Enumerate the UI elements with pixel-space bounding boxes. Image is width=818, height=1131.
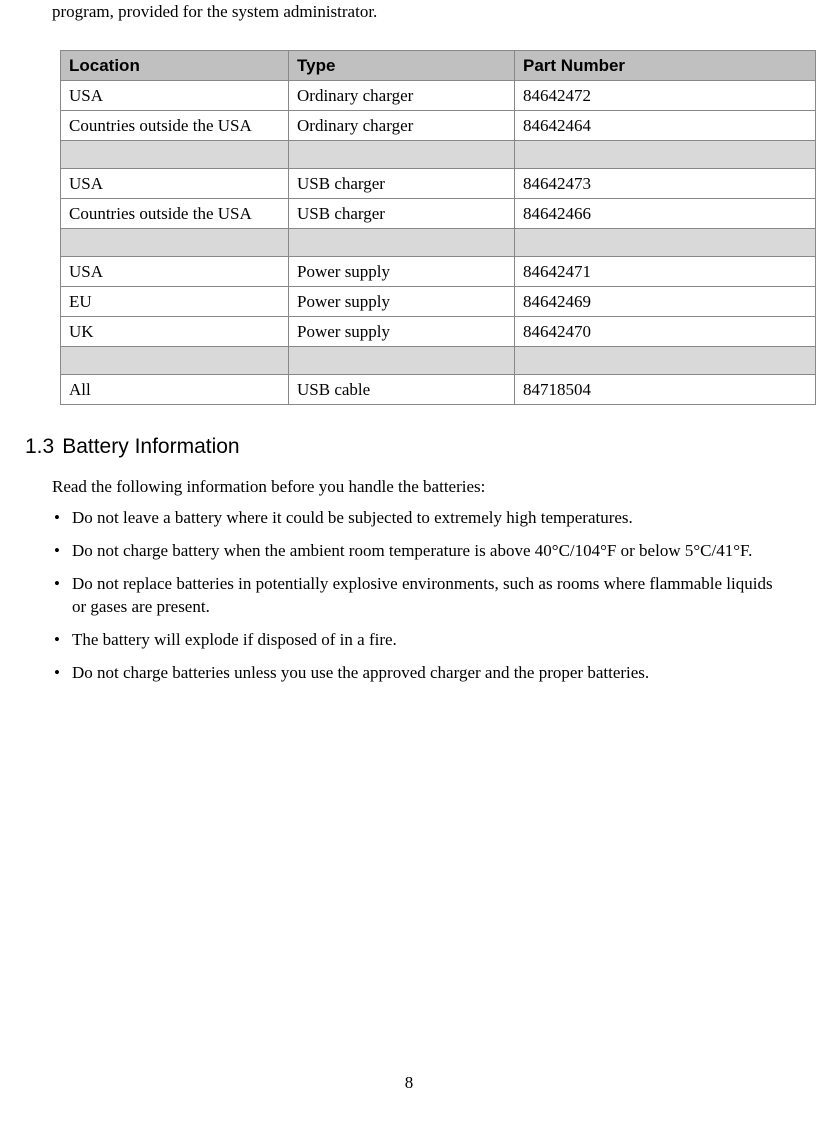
table-cell <box>515 229 816 257</box>
table-cell: 84642466 <box>515 199 816 229</box>
table-cell: Power supply <box>289 257 515 287</box>
bullet-list: Do not leave a battery where it could be… <box>54 507 786 685</box>
table-row: UKPower supply84642470 <box>61 317 816 347</box>
table-row: USAUSB charger84642473 <box>61 169 816 199</box>
list-item: Do not charge batteries unless you use t… <box>54 662 786 685</box>
table-cell <box>61 141 289 169</box>
section-heading: 1.3 Battery Information <box>25 435 786 459</box>
table-cell: 84642473 <box>515 169 816 199</box>
table-cell: Ordinary charger <box>289 111 515 141</box>
table-cell <box>61 229 289 257</box>
table-cell: Countries outside the USA <box>61 111 289 141</box>
section-number: 1.3 <box>25 435 54 459</box>
table-cell: USB cable <box>289 375 515 405</box>
table-cell: 84642470 <box>515 317 816 347</box>
parts-table: Location Type Part Number USAOrdinary ch… <box>60 50 816 405</box>
table-cell <box>61 347 289 375</box>
section-title: Battery Information <box>62 435 239 458</box>
table-cell: 84642469 <box>515 287 816 317</box>
list-item: Do not charge battery when the ambient r… <box>54 540 786 563</box>
table-cell <box>289 347 515 375</box>
table-row <box>61 229 816 257</box>
table-cell: USB charger <box>289 169 515 199</box>
list-item: Do not replace batteries in potentially … <box>54 573 786 619</box>
table-row: AllUSB cable84718504 <box>61 375 816 405</box>
table-row: Countries outside the USAUSB charger8464… <box>61 199 816 229</box>
table-row: Countries outside the USAOrdinary charge… <box>61 111 816 141</box>
table-cell: 84642464 <box>515 111 816 141</box>
table-cell <box>289 229 515 257</box>
table-cell <box>289 141 515 169</box>
intro-text: program, provided for the system adminis… <box>52 2 786 22</box>
table-header-row: Location Type Part Number <box>61 51 816 81</box>
list-item: Do not leave a battery where it could be… <box>54 507 786 530</box>
table-cell: USA <box>61 81 289 111</box>
table-cell: Power supply <box>289 317 515 347</box>
table-cell: UK <box>61 317 289 347</box>
table-cell: 84642471 <box>515 257 816 287</box>
table-cell: Power supply <box>289 287 515 317</box>
table-row: USAPower supply84642471 <box>61 257 816 287</box>
list-item: The battery will explode if disposed of … <box>54 629 786 652</box>
section-intro: Read the following information before yo… <box>52 477 786 497</box>
table-row <box>61 141 816 169</box>
table-cell: EU <box>61 287 289 317</box>
page-number: 8 <box>0 1073 818 1093</box>
header-type: Type <box>289 51 515 81</box>
table-cell: 84718504 <box>515 375 816 405</box>
table-cell: All <box>61 375 289 405</box>
table-row: USAOrdinary charger84642472 <box>61 81 816 111</box>
table-cell <box>515 141 816 169</box>
table-row: EUPower supply84642469 <box>61 287 816 317</box>
table-cell: USA <box>61 257 289 287</box>
table-cell <box>515 347 816 375</box>
header-partnumber: Part Number <box>515 51 816 81</box>
table-cell: 84642472 <box>515 81 816 111</box>
table-cell: Countries outside the USA <box>61 199 289 229</box>
table-cell: Ordinary charger <box>289 81 515 111</box>
table-row <box>61 347 816 375</box>
header-location: Location <box>61 51 289 81</box>
table-cell: USB charger <box>289 199 515 229</box>
table-cell: USA <box>61 169 289 199</box>
